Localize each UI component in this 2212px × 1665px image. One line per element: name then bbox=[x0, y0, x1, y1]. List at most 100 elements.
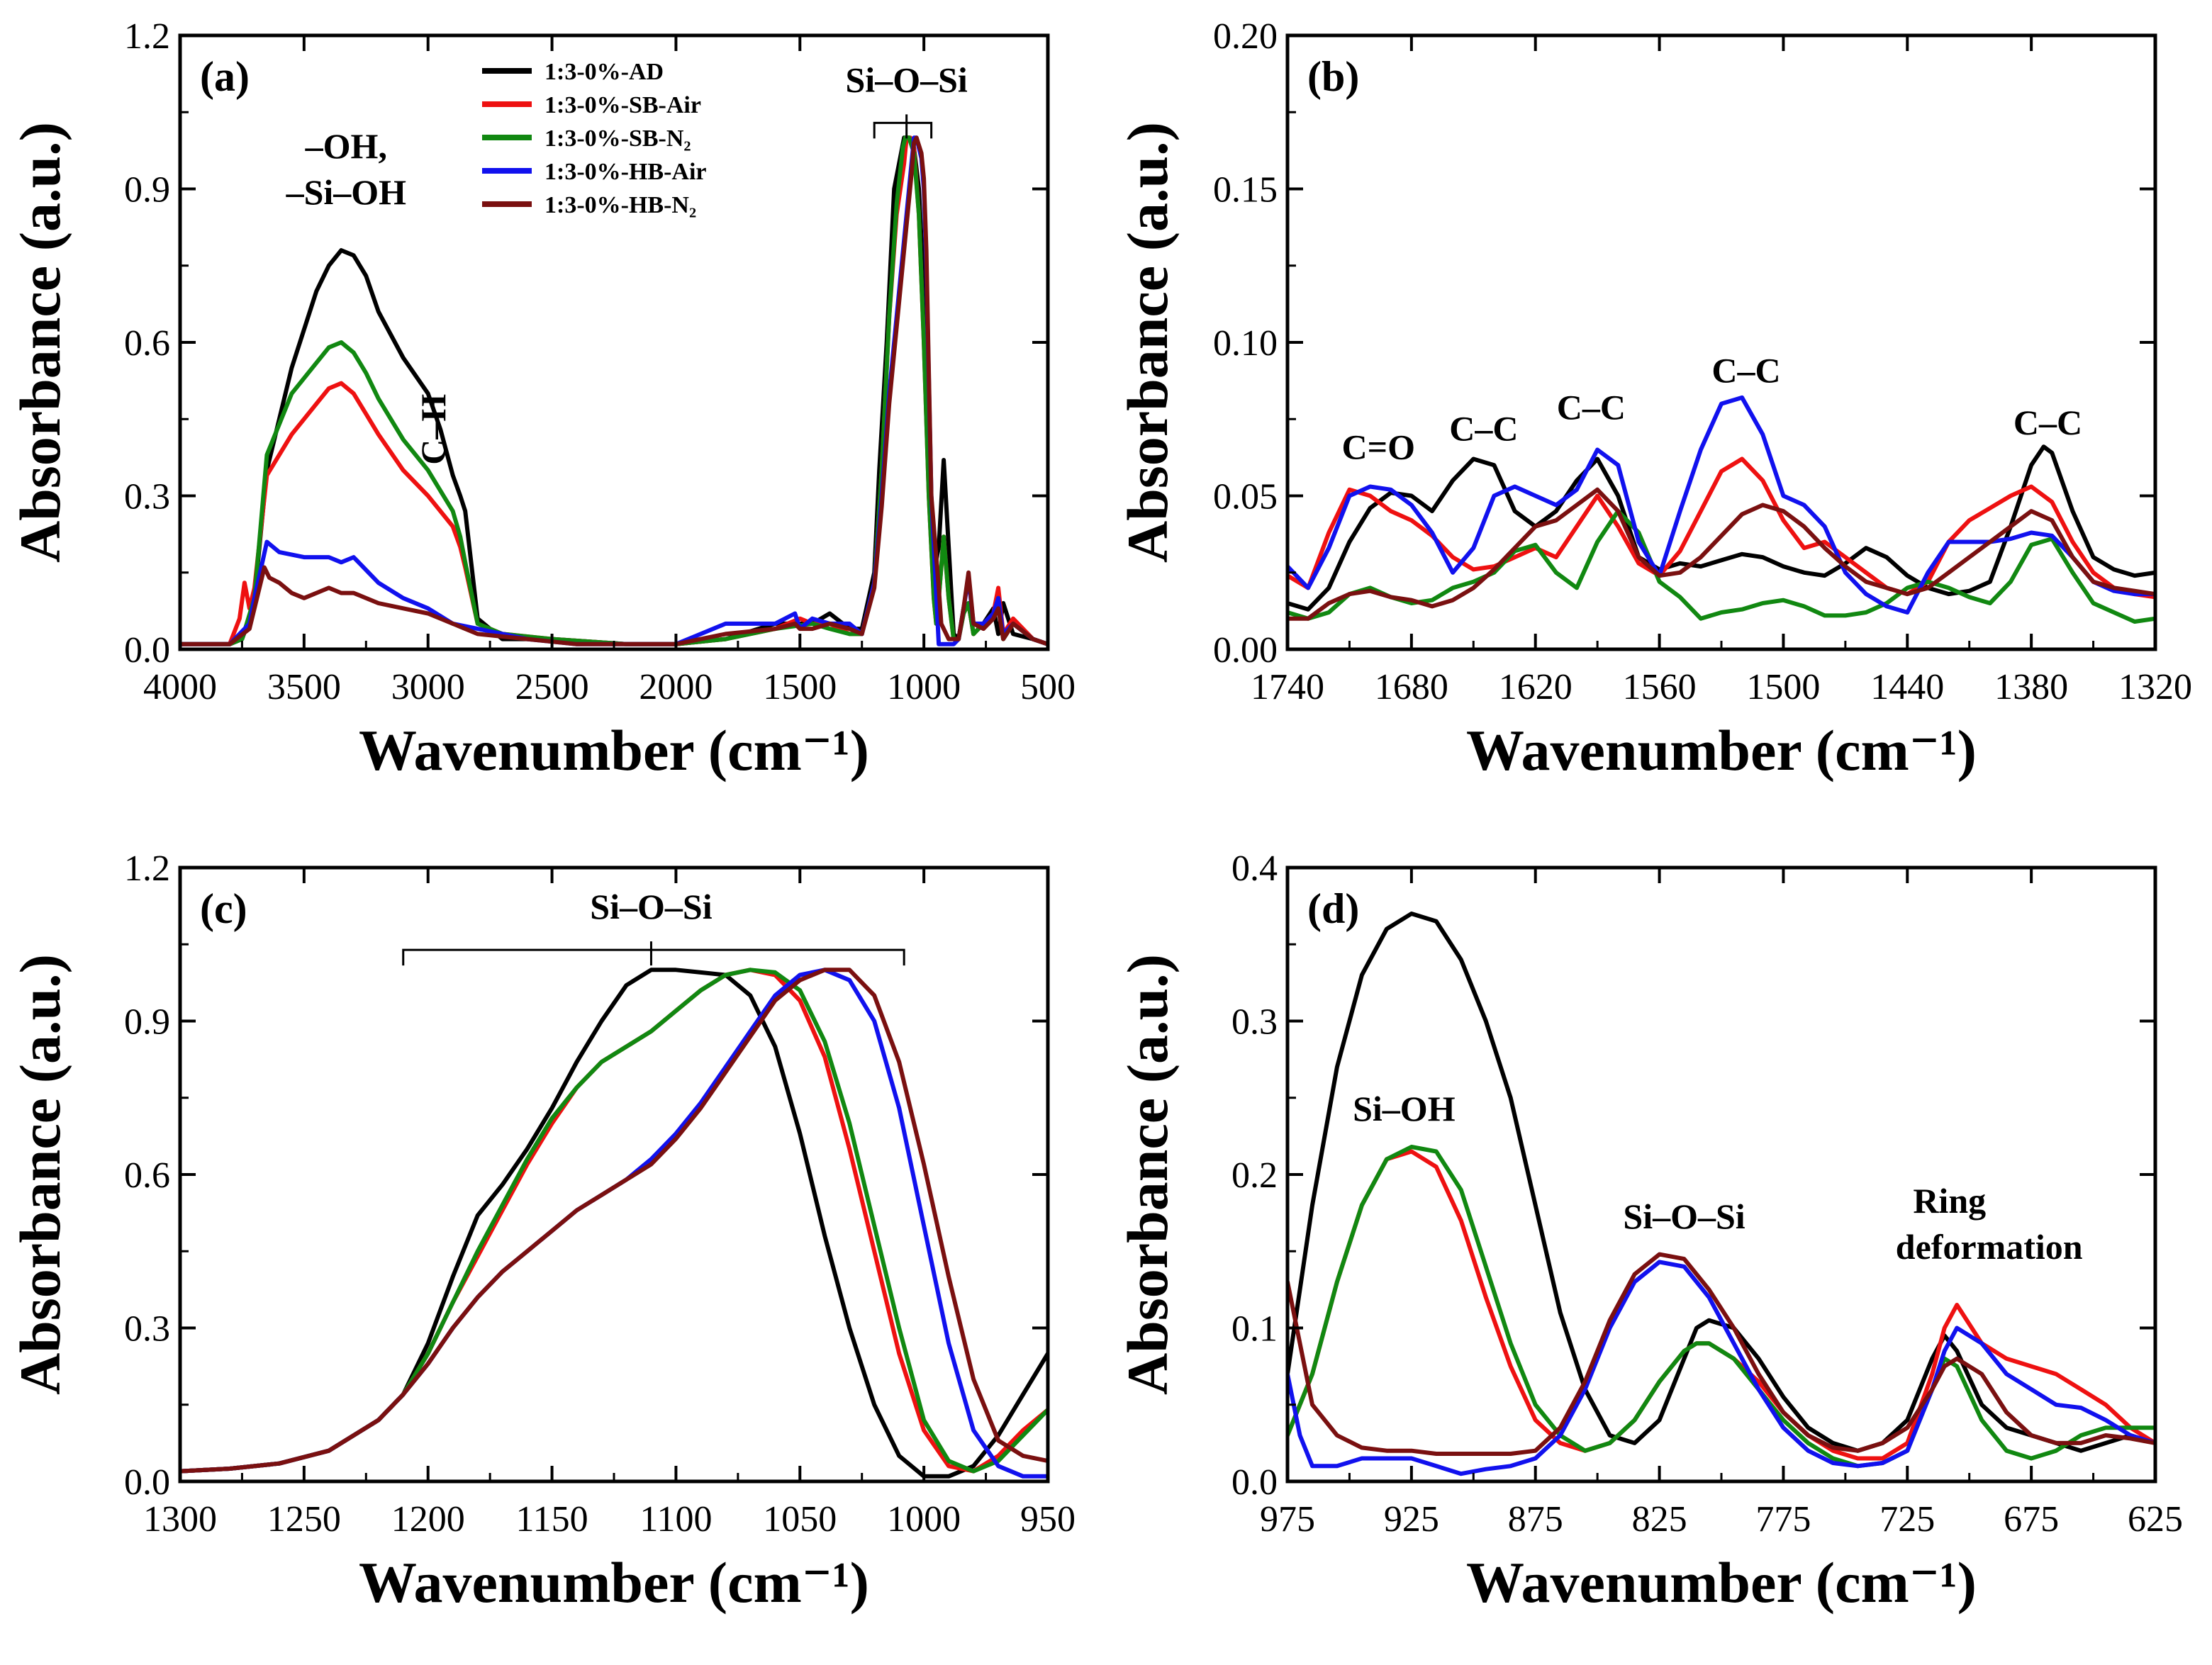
y-tick-label-b-2: 0.10 bbox=[1213, 323, 1278, 364]
annotation-b-3: C–C bbox=[1711, 350, 1780, 390]
x-tick-label-b-1: 1680 bbox=[1375, 667, 1448, 707]
y-tick-label-d-1: 0.1 bbox=[1231, 1309, 1278, 1350]
x-tick-label-d-6: 675 bbox=[2004, 1499, 2059, 1540]
y-axis-title-b: Absorbance (a.u.) bbox=[1115, 122, 1180, 563]
x-axis-title-c: Wavenumber (cm⁻¹) bbox=[359, 1550, 869, 1615]
x-tick-label-c-4: 1100 bbox=[639, 1499, 712, 1540]
x-tick-label-a-6: 1000 bbox=[887, 667, 961, 707]
x-tick-label-b-7: 1320 bbox=[2118, 667, 2192, 707]
y-tick-label-c-1: 0.3 bbox=[124, 1309, 170, 1350]
x-tick-label-d-4: 775 bbox=[1755, 1499, 1811, 1540]
bracket-a-3 bbox=[873, 114, 933, 139]
y-tick-label-c-2: 0.6 bbox=[124, 1155, 170, 1196]
series-line-c-4 bbox=[180, 968, 1048, 1474]
x-tick-label-d-5: 725 bbox=[1879, 1499, 1935, 1540]
y-tick-label-b-3: 0.15 bbox=[1213, 170, 1278, 211]
x-tick-label-b-6: 1380 bbox=[1994, 667, 2068, 707]
panel-label-d: (d) bbox=[1307, 885, 1359, 932]
x-tick-label-a-3: 2500 bbox=[515, 667, 589, 707]
y-axis-title-d: Absorbance (a.u.) bbox=[1115, 954, 1180, 1395]
y-tick-label-a-1: 0.3 bbox=[124, 477, 170, 517]
series-line-d-2 bbox=[1287, 1145, 2155, 1469]
annotation-b-4: C–C bbox=[2013, 403, 2082, 442]
series-line-d-0 bbox=[1287, 912, 2155, 1453]
annotation-a-3: Si–O–Si bbox=[846, 60, 968, 99]
annotation-d-1: Si–O–Si bbox=[1623, 1196, 1745, 1236]
annotation-a-1: –Si–OH bbox=[286, 172, 407, 212]
plot-frame-d bbox=[1285, 865, 2157, 1484]
annotation-d-2: Ring bbox=[1913, 1181, 1986, 1221]
x-tick-label-d-7: 625 bbox=[2128, 1499, 2183, 1540]
legend-label-0: 1:3-0%-AD bbox=[544, 59, 664, 85]
legend-label-1: 1:3-0%-SB-Air bbox=[544, 92, 701, 118]
x-tick-label-a-4: 2000 bbox=[639, 667, 713, 707]
annotation-d-0: Si–OH bbox=[1353, 1089, 1456, 1128]
y-tick-label-b-0: 0.00 bbox=[1213, 630, 1278, 671]
x-tick-label-b-5: 1440 bbox=[1870, 667, 1944, 707]
y-tick-label-d-4: 0.4 bbox=[1231, 848, 1278, 889]
y-tick-label-a-0: 0.0 bbox=[124, 630, 170, 671]
y-tick-label-b-1: 0.05 bbox=[1213, 477, 1278, 517]
x-tick-label-c-7: 950 bbox=[1020, 1499, 1076, 1540]
x-tick-label-b-0: 1740 bbox=[1251, 667, 1324, 707]
panel-label-c: (c) bbox=[200, 885, 247, 932]
annotation-b-1: C–C bbox=[1449, 409, 1518, 449]
legend-label-3: 1:3-0%-HB-Air bbox=[544, 159, 707, 185]
y-tick-label-b-4: 0.20 bbox=[1213, 16, 1278, 57]
annotation-d-3: deformation bbox=[1896, 1227, 2083, 1267]
y-axis-title-a: Absorbance (a.u.) bbox=[8, 122, 72, 563]
annotation-c-0: Si–O–Si bbox=[590, 887, 712, 926]
series-line-b-3 bbox=[1287, 395, 2155, 615]
annotation-a-2: C–H bbox=[413, 394, 453, 465]
annotation-a-0: –OH, bbox=[305, 126, 387, 166]
y-tick-label-c-4: 1.2 bbox=[124, 848, 170, 889]
y-tick-label-d-2: 0.2 bbox=[1231, 1155, 1278, 1196]
x-tick-label-d-0: 975 bbox=[1260, 1499, 1315, 1540]
series-line-c-2 bbox=[180, 968, 1048, 1474]
y-tick-label-c-0: 0.0 bbox=[124, 1462, 170, 1503]
series-line-d-4 bbox=[1287, 1252, 2155, 1456]
x-tick-label-b-2: 1620 bbox=[1499, 667, 1573, 707]
annotation-b-2: C–C bbox=[1557, 387, 1626, 427]
x-tick-label-c-6: 1000 bbox=[887, 1499, 961, 1540]
panel-b: 1740 1680 1620 1560 1500 1440 1380 1320 0.00 0.05… bbox=[1115, 16, 2192, 783]
legend-label-4: 1:3-0%-HB-N₂ bbox=[544, 192, 696, 218]
y-tick-label-c-3: 0.9 bbox=[124, 1002, 170, 1043]
x-tick-label-c-5: 1050 bbox=[763, 1499, 837, 1540]
x-tick-label-c-2: 1200 bbox=[391, 1499, 465, 1540]
y-tick-label-a-3: 0.9 bbox=[124, 170, 170, 211]
bracket-c-0 bbox=[402, 941, 905, 966]
y-tick-label-d-0: 0.0 bbox=[1231, 1462, 1278, 1503]
x-axis-title-b: Wavenumber (cm⁻¹) bbox=[1466, 718, 1977, 783]
series-line-a-4 bbox=[180, 135, 1048, 646]
x-tick-label-a-7: 500 bbox=[1020, 667, 1076, 707]
legend-label-2: 1:3-0%-SB-N₂ bbox=[544, 125, 691, 152]
series-line-b-2 bbox=[1287, 509, 2155, 624]
panel-c: 1300 1250 1200 1150 1100 1050 1000 950 0.0 0.3 0.6… bbox=[8, 848, 1076, 1615]
x-tick-label-a-5: 1500 bbox=[763, 667, 837, 707]
x-tick-label-c-3: 1150 bbox=[516, 1499, 588, 1540]
panel-label-b: (b) bbox=[1307, 53, 1359, 100]
series-line-b-4 bbox=[1287, 487, 2155, 621]
panel-label-a: (a) bbox=[200, 53, 250, 100]
panel-a: 4000 3500 3000 2500 2000 1500 1000 500 0.0 0.3 0.6… bbox=[8, 16, 1076, 783]
x-tick-label-d-1: 925 bbox=[1384, 1499, 1439, 1540]
series-line-b-0 bbox=[1287, 444, 2155, 612]
x-tick-label-d-3: 825 bbox=[1632, 1499, 1687, 1540]
x-tick-label-a-2: 3000 bbox=[391, 667, 465, 707]
y-tick-label-d-3: 0.3 bbox=[1231, 1002, 1278, 1043]
x-tick-label-d-2: 875 bbox=[1508, 1499, 1563, 1540]
x-tick-label-a-1: 3500 bbox=[267, 667, 341, 707]
x-axis-title-d: Wavenumber (cm⁻¹) bbox=[1466, 1550, 1977, 1615]
y-tick-label-a-2: 0.6 bbox=[124, 323, 170, 364]
series-line-d-3 bbox=[1287, 1260, 2155, 1476]
annotation-b-0: C=O bbox=[1341, 427, 1415, 467]
x-tick-label-b-4: 1500 bbox=[1746, 667, 1820, 707]
panel-d: 975 925 875 825 775 725 675 625 0.0 0.1 0.2 0.3 0.4 W… bbox=[1115, 848, 2183, 1615]
x-tick-label-c-0: 1300 bbox=[143, 1499, 217, 1540]
legend-a: 1:3-0%-AD 1:3-0%-SB-Air 1:3-0%-SB-N₂ 1:3-0%… bbox=[482, 59, 707, 218]
x-tick-label-b-3: 1560 bbox=[1623, 667, 1697, 707]
x-tick-label-c-1: 1250 bbox=[267, 1499, 341, 1540]
